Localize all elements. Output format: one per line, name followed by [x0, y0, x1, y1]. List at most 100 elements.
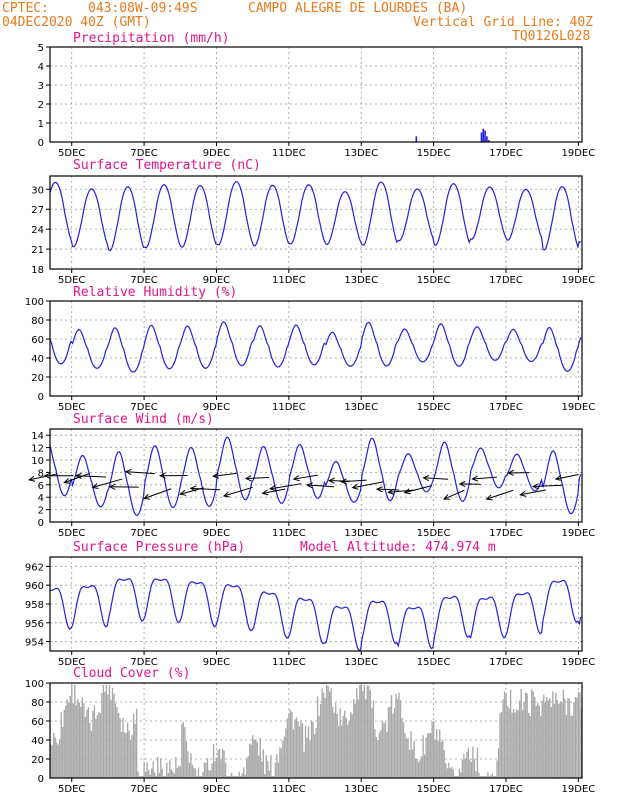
cloud-bar-235 — [404, 733, 406, 778]
cloud-bar-343 — [567, 698, 569, 778]
cloud-bar-231 — [398, 692, 400, 778]
cloud-bar-168 — [303, 751, 305, 778]
panel-frame-4 — [49, 556, 583, 652]
cloud-bar-67 — [151, 768, 153, 778]
cloud-bar-294 — [493, 776, 495, 778]
cloud-bar-170 — [306, 737, 308, 778]
cloud-bar-279 — [470, 762, 473, 778]
cloud-bar-277 — [467, 747, 470, 778]
xtick-label-3-3: 11DEC — [272, 528, 306, 539]
cloud-bar-180 — [321, 688, 323, 778]
cloud-bar-40 — [110, 699, 112, 778]
wind-arrowhead-32 — [554, 475, 562, 482]
wind-arrowhead-28 — [485, 494, 493, 501]
cloud-bar-121 — [232, 776, 234, 778]
cloud-bar-88 — [182, 722, 185, 778]
wind-arrowhead-29 — [507, 469, 515, 476]
cloud-bar-79 — [169, 760, 171, 778]
header-coords: 043:08W-09:49S — [88, 1, 198, 16]
cloud-bar-98 — [197, 767, 200, 778]
cloud-bar-199 — [350, 712, 352, 778]
cloud-bar-293 — [491, 773, 494, 778]
cloud-bar-287 — [482, 776, 485, 778]
ytick-label-0-5: 5 — [38, 43, 44, 54]
cloud-bar-112 — [218, 748, 221, 778]
xtick-label-3-6: 17DEC — [489, 528, 523, 539]
cloud-bar-308 — [514, 712, 516, 778]
cloud-bar-230 — [396, 698, 399, 778]
cloud-bar-322 — [535, 706, 537, 778]
cloud-bar-109 — [214, 760, 216, 778]
cloud-bar-212 — [369, 690, 372, 778]
cloud-bar-176 — [315, 728, 317, 778]
cloud-bar-209 — [365, 699, 367, 778]
cloud-bar-262 — [445, 763, 447, 778]
wind-arrow-20 — [352, 481, 384, 489]
ytick-label-2-5: 100 — [25, 297, 44, 308]
cloud-bar-233 — [401, 717, 403, 778]
wind-arrow-6 — [125, 471, 155, 475]
xtick-label-5-2: 9DEC — [203, 784, 230, 795]
cloud-bar-53 — [129, 740, 132, 778]
precip-bar-5 — [482, 128, 485, 142]
cloud-bar-134 — [252, 735, 254, 778]
cloud-bar-62 — [143, 761, 145, 778]
xtick-label-5-1: 7DEC — [130, 784, 157, 795]
precip-bar-8 — [487, 140, 490, 142]
cloud-bar-150 — [276, 754, 278, 778]
cloud-bar-214 — [372, 700, 375, 778]
xtick-label-3-0: 5DEC — [58, 528, 85, 539]
cloud-bar-5 — [57, 744, 59, 778]
cloud-bar-52 — [128, 730, 130, 778]
wind-arrowhead-22 — [387, 488, 395, 495]
cloud-bar-3 — [54, 737, 56, 778]
cloud-bar-213 — [371, 707, 373, 778]
cloud-bar-349 — [576, 697, 578, 778]
cloud-bar-36 — [104, 691, 106, 778]
cloud-bar-4 — [56, 742, 58, 778]
cloud-bar-225 — [389, 706, 391, 778]
cloud-bar-105 — [208, 770, 210, 778]
xtick-label-1-3: 11DEC — [272, 275, 306, 286]
cloud-bar-351 — [579, 692, 581, 778]
cloud-bar-347 — [573, 702, 575, 778]
panel-title-4: Surface Pressure (hPa) — [73, 540, 245, 555]
cloud-bar-125 — [238, 771, 240, 778]
wind-arrowhead-16 — [292, 475, 300, 482]
cloud-bar-29 — [93, 705, 96, 778]
wind-arrow-11 — [213, 472, 237, 477]
cloud-bar-278 — [469, 759, 471, 778]
cloud-bar-312 — [520, 688, 522, 778]
cloud-bar-350 — [577, 691, 580, 778]
xtick-label-2-5: 15DEC — [417, 402, 451, 413]
cloud-bar-151 — [277, 762, 280, 778]
cloud-bar-137 — [256, 742, 258, 778]
cloud-bar-247 — [422, 735, 424, 778]
cloud-bar-263 — [446, 768, 448, 778]
cloud-bar-45 — [117, 713, 120, 778]
cloud-bar-157 — [286, 718, 289, 778]
cloud-bar-301 — [503, 691, 506, 778]
ytick-label-5-4: 80 — [31, 698, 44, 709]
cloud-bar-344 — [568, 698, 571, 778]
wind-arrowhead-8 — [158, 472, 166, 479]
wind-arrow-0 — [29, 473, 58, 481]
xtick-label-4-2: 9DEC — [203, 657, 230, 668]
cloud-bar-330 — [547, 700, 549, 778]
cloud-bar-286 — [481, 776, 483, 778]
cloud-bar-178 — [318, 716, 320, 778]
cloud-bar-283 — [476, 747, 479, 778]
xtick-label-4-1: 7DEC — [130, 657, 157, 668]
ytick-label-1-2: 24 — [31, 225, 44, 236]
cloud-bar-110 — [215, 757, 218, 778]
cloud-bar-177 — [316, 696, 319, 778]
cloud-bar-342 — [565, 714, 568, 778]
cloud-bar-97 — [196, 776, 198, 778]
cloud-bar-296 — [496, 760, 498, 778]
ytick-label-0-1: 1 — [38, 119, 44, 130]
wind-arrowhead-12 — [222, 491, 230, 498]
cloud-bar-179 — [319, 703, 322, 778]
header-location: CAMPO ALEGRE DE LOURDES (BA) — [248, 1, 468, 16]
cloud-bar-273 — [461, 759, 464, 778]
ytick-label-4-2: 958 — [25, 600, 44, 611]
